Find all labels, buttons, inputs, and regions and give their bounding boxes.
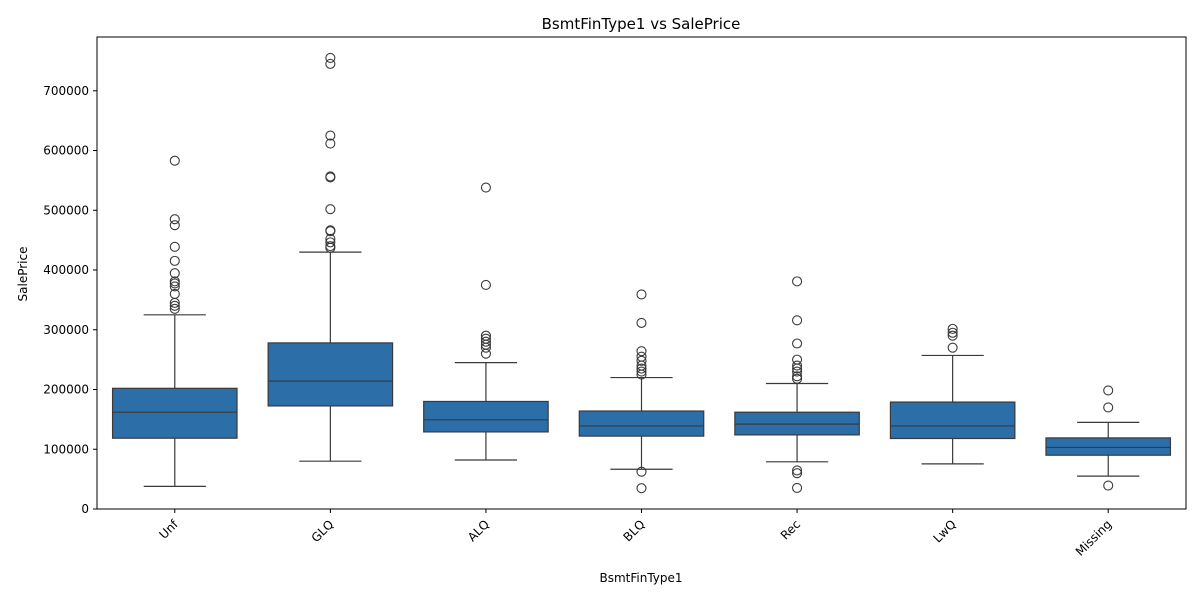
outlier-point <box>792 373 803 384</box>
outlier-point <box>169 278 180 289</box>
outlier-point <box>792 468 803 479</box>
x-tick-label: Rec <box>778 517 803 542</box>
x-tick-label: LwQ <box>931 517 959 545</box>
box-unf <box>111 387 238 439</box>
outlier-point <box>169 303 180 314</box>
outlier-point <box>169 220 180 231</box>
box-lwq <box>889 401 1016 440</box>
y-tick-label: 0 <box>81 502 89 516</box>
x-tick-label: BLQ <box>620 517 647 544</box>
outlier-point <box>169 241 180 252</box>
outlier-point <box>169 255 180 266</box>
y-tick-label: 300000 <box>43 323 89 337</box>
outlier-point <box>947 327 958 338</box>
outlier-point <box>1103 480 1114 491</box>
box-blq <box>578 410 705 437</box>
outlier-point <box>325 58 336 69</box>
outlier-point <box>636 366 647 377</box>
outlier-point <box>480 336 491 347</box>
outlier-point <box>792 276 803 287</box>
outlier-point <box>169 281 180 292</box>
outlier-point <box>792 360 803 371</box>
outlier-point <box>636 346 647 357</box>
outlier-point <box>636 289 647 300</box>
outlier-point <box>480 279 491 290</box>
x-axis-label: BsmtFinType1 <box>599 571 682 585</box>
outlier-point <box>792 338 803 349</box>
outlier-point <box>947 330 958 341</box>
outlier-point <box>169 297 180 308</box>
plot-area: 0 100000 200000 300000 400000 500000 600000 700… <box>43 36 1187 559</box>
x-tick-label: Missing <box>1073 517 1115 559</box>
outlier-point <box>1103 385 1114 396</box>
outlier-point <box>792 363 803 374</box>
outlier-point <box>792 371 803 382</box>
outlier-point <box>325 138 336 149</box>
box-alq <box>423 400 549 433</box>
outlier-point <box>169 214 180 225</box>
outlier-point <box>325 172 336 183</box>
outlier-point <box>636 363 647 374</box>
outlier-point <box>792 366 803 377</box>
y-tick-label: 100000 <box>43 442 89 456</box>
outlier-point <box>480 348 491 359</box>
y-tick-label: 700000 <box>43 84 89 98</box>
outlier-point <box>325 130 336 141</box>
outlier-point <box>169 268 180 279</box>
outlier-point <box>636 483 647 494</box>
x-tick-label: GLQ <box>309 517 337 545</box>
box-missing <box>1045 437 1172 456</box>
outlier-point <box>792 315 803 326</box>
outlier-point <box>947 323 958 334</box>
outlier-point <box>636 317 647 328</box>
outlier-point <box>1103 402 1114 413</box>
outlier-point <box>636 466 647 477</box>
outlier-point <box>480 342 491 353</box>
y-tick-label: 400000 <box>43 263 89 277</box>
outlier-point <box>169 300 180 311</box>
outlier-point <box>947 342 958 353</box>
outlier-point <box>792 465 803 476</box>
outlier-point <box>169 155 180 166</box>
outlier-point <box>325 242 336 253</box>
outlier-point <box>480 182 491 193</box>
y-tick-label: 500000 <box>43 203 89 217</box>
outlier-point <box>636 369 647 380</box>
outlier-point <box>792 482 803 493</box>
outlier-point <box>325 237 336 248</box>
box-glq <box>267 342 394 407</box>
x-tick-label: ALQ <box>465 517 492 544</box>
y-axis-label: SalePrice <box>16 247 30 302</box>
y-tick-label: 600000 <box>43 144 89 158</box>
outlier-point <box>325 52 336 63</box>
y-tick-label: 200000 <box>43 383 89 397</box>
chart-title: BsmtFinType1 vs SalePrice <box>542 15 741 33</box>
x-tick-label: Unf <box>156 517 181 542</box>
outlier-point <box>325 204 336 215</box>
outlier-point <box>325 226 336 237</box>
outlier-point <box>636 355 647 366</box>
